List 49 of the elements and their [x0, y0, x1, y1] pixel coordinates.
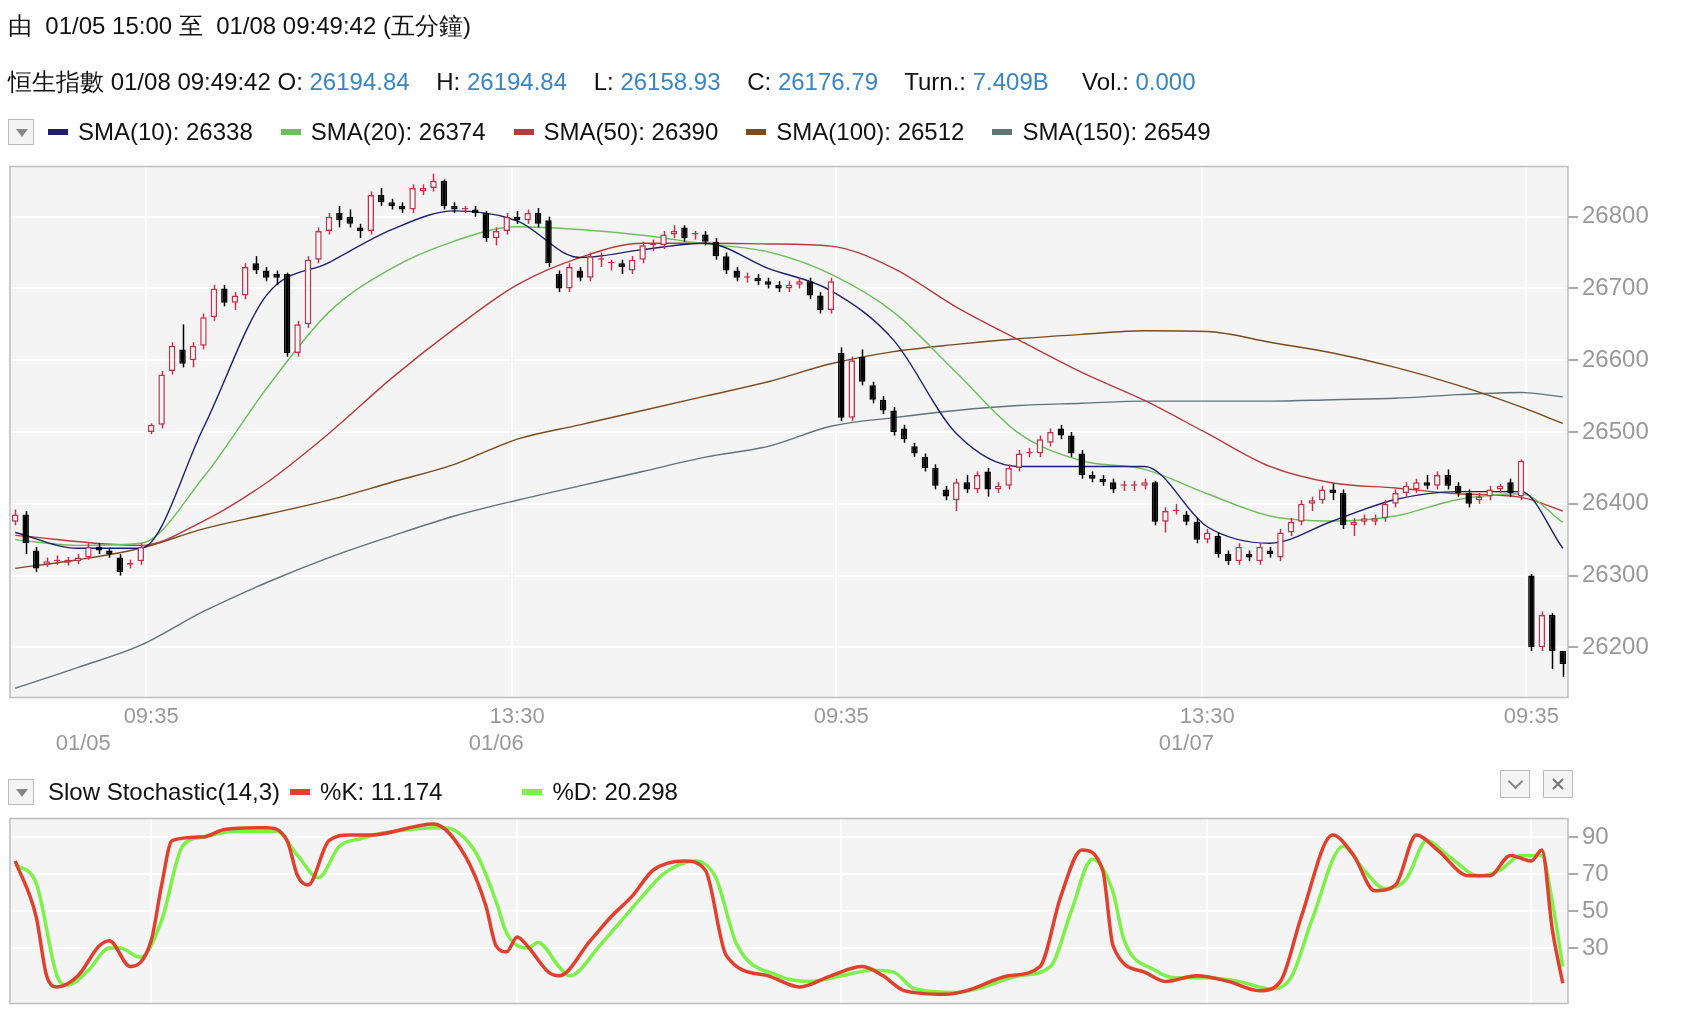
- y-tick-label: 26200: [1582, 631, 1649, 659]
- candlestick: [1559, 650, 1567, 678]
- candlestick: [1256, 542, 1263, 566]
- text: 01/07: [1158, 729, 1214, 755]
- x-tick-label: 09:35: [123, 702, 179, 728]
- candlestick: [440, 178, 448, 211]
- chart-title: 由 01/05 15:00 至 01/08 09:49:42 (五分鐘): [8, 11, 471, 41]
- candlestick: [806, 276, 814, 300]
- text: 01/06: [468, 729, 524, 755]
- legend-label: SMA(150): 26549: [1022, 118, 1211, 146]
- candlestick: [712, 237, 720, 261]
- legend-label: SMA(20): 26374: [310, 118, 486, 146]
- candlestick: [482, 210, 490, 243]
- legend-label: %K: 11.174: [320, 778, 443, 806]
- y-tick-label: 70: [1582, 858, 1609, 886]
- candlestick: [116, 553, 124, 577]
- line-series: [14, 330, 1564, 570]
- y-tick-label: 26600: [1582, 344, 1649, 372]
- x-tick-label: 13:30: [1179, 702, 1235, 728]
- legend-label: SMA(100): 26512: [776, 118, 965, 146]
- candlestick: [1078, 449, 1086, 480]
- y-tick-label: 26700: [1582, 273, 1649, 301]
- legend-label: SMA(50): 26390: [543, 118, 719, 146]
- candlestick: [973, 470, 981, 494]
- candlestick: [534, 207, 542, 229]
- y-tick-label: 26500: [1582, 416, 1649, 444]
- candlestick: [555, 269, 563, 293]
- chart-title: Slow Stochastic(14,3): [48, 778, 281, 806]
- legend-label: %D: 20.298: [552, 778, 678, 806]
- text: 01/05: [55, 729, 111, 755]
- line-series: [14, 391, 1564, 689]
- y-tick-label: 30: [1582, 932, 1609, 960]
- y-tick-label: 50: [1582, 895, 1609, 923]
- candlestick: [1193, 517, 1201, 545]
- legend-label: SMA(10): 26338: [78, 118, 253, 146]
- candlestick: [1235, 542, 1242, 566]
- candlestick: [1036, 434, 1044, 458]
- x-tick-label: 09:35: [1503, 702, 1559, 728]
- x-tick-label: 09:35: [813, 702, 869, 728]
- y-tick-label: 26800: [1582, 201, 1649, 229]
- candlestick: [137, 542, 144, 566]
- y-tick-label: 90: [1582, 821, 1609, 849]
- candlestick: [1015, 449, 1023, 473]
- candlestick: [32, 546, 40, 573]
- candlestick: [858, 348, 866, 387]
- y-tick-label: 26300: [1582, 560, 1649, 588]
- y-tick-label: 26400: [1582, 488, 1649, 516]
- x-tick-label: 13:30: [489, 702, 545, 728]
- text: 恒生指數 01/08 09:49:42 O: 26194.84 H: 26194.84 L: 26158.93 C: 26176.79 Turn.: 7.409B Vol.: 0.000: [8, 68, 1196, 95]
